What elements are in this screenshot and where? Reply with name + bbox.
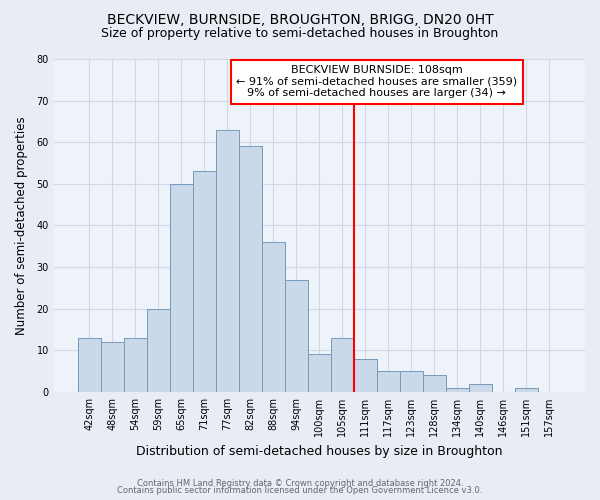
Bar — [262, 242, 285, 392]
X-axis label: Distribution of semi-detached houses by size in Broughton: Distribution of semi-detached houses by … — [136, 444, 503, 458]
Text: Contains HM Land Registry data © Crown copyright and database right 2024.: Contains HM Land Registry data © Crown c… — [137, 478, 463, 488]
Bar — [78, 338, 101, 392]
Bar — [147, 308, 170, 392]
Bar — [101, 342, 124, 392]
Bar — [124, 338, 147, 392]
Bar — [515, 388, 538, 392]
Text: Size of property relative to semi-detached houses in Broughton: Size of property relative to semi-detach… — [101, 28, 499, 40]
Text: BECKVIEW BURNSIDE: 108sqm
← 91% of semi-detached houses are smaller (359)
9% of : BECKVIEW BURNSIDE: 108sqm ← 91% of semi-… — [236, 65, 517, 98]
Text: BECKVIEW, BURNSIDE, BROUGHTON, BRIGG, DN20 0HT: BECKVIEW, BURNSIDE, BROUGHTON, BRIGG, DN… — [107, 12, 493, 26]
Bar — [469, 384, 492, 392]
Bar — [331, 338, 354, 392]
Bar — [354, 358, 377, 392]
Bar — [193, 172, 216, 392]
Bar — [446, 388, 469, 392]
Bar — [308, 354, 331, 392]
Bar — [285, 280, 308, 392]
Bar — [400, 371, 423, 392]
Bar — [239, 146, 262, 392]
Bar — [216, 130, 239, 392]
Bar — [377, 371, 400, 392]
Text: Contains public sector information licensed under the Open Government Licence v3: Contains public sector information licen… — [118, 486, 482, 495]
Bar — [170, 184, 193, 392]
Y-axis label: Number of semi-detached properties: Number of semi-detached properties — [15, 116, 28, 335]
Bar — [423, 376, 446, 392]
